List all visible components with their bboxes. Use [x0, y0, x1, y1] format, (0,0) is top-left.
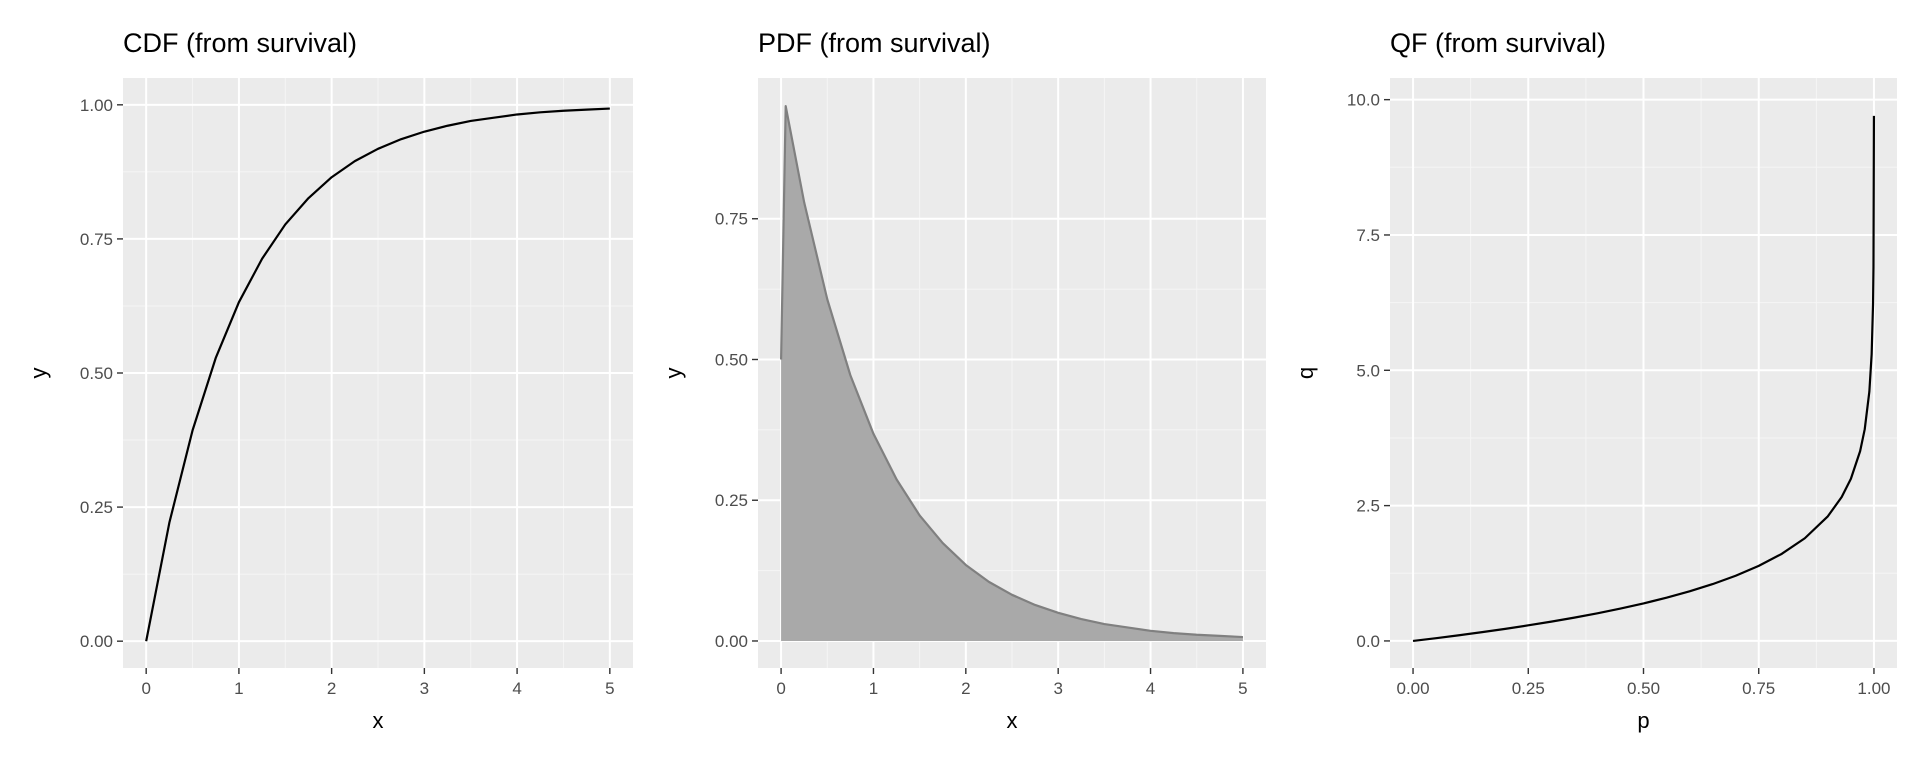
cdf-series-line [145, 107, 610, 642]
qf-y-tick-label: 7.5 [1356, 226, 1380, 245]
cdf-y-tick-label: 0.25 [80, 498, 113, 517]
pdf-x-tick-label: 1 [869, 679, 878, 698]
qf-x-axis-title: p [1637, 708, 1649, 733]
pdf-y-tick-label: 0.00 [715, 632, 748, 651]
qf-y-tick-label: 10.0 [1347, 91, 1380, 110]
qf-x-tick-label: 0.00 [1396, 679, 1429, 698]
qf-y-tick-label: 0.0 [1356, 632, 1380, 651]
pdf-x-tick-label: 5 [1238, 679, 1247, 698]
cdf-panel-title: CDF (from survival) [123, 28, 357, 58]
cdf-x-tick-label: 4 [512, 679, 521, 698]
qf-panel: 0.00 0.25 0.50 0.75 1.00 0.0 2.5 5.0 7.5 10.0 QF (… [1293, 28, 1897, 733]
qf-x-tick-label: 0.25 [1512, 679, 1545, 698]
pdf-y-tick-label: 0.50 [715, 350, 748, 369]
qf-y-axis-title: q [1293, 367, 1318, 379]
cdf-y-tick-label: 0.50 [80, 364, 113, 383]
pdf-y-axis-title: y [661, 368, 686, 379]
cdf-x-tick-label: 0 [141, 679, 150, 698]
pdf-x-tick-label: 3 [1053, 679, 1062, 698]
cdf-panel: 0 1 2 3 4 5 0.00 0.25 0.50 0.75 1.00 CDF (from surv… [26, 28, 633, 733]
qf-panel-title: QF (from survival) [1390, 28, 1606, 58]
pdf-x-axis-title: x [1007, 708, 1018, 733]
qf-y-tick-label: 5.0 [1356, 361, 1380, 380]
cdf-y-tick-label: 0.75 [80, 230, 113, 249]
qf-x-tick-label: 0.75 [1742, 679, 1775, 698]
pdf-x-tick-label: 4 [1146, 679, 1155, 698]
pdf-y-tick-label: 0.25 [715, 491, 748, 510]
qf-x-tick-label: 0.50 [1627, 679, 1660, 698]
pdf-panel-title: PDF (from survival) [758, 28, 991, 58]
pdf-x-tick-label: 2 [961, 679, 970, 698]
qf-x-tick-label: 1.00 [1857, 679, 1890, 698]
cdf-y-axis-title: y [26, 368, 51, 379]
cdf-x-axis-title: x [373, 708, 384, 733]
pdf-series-line [779, 105, 1243, 639]
cdf-x-tick-label: 1 [234, 679, 243, 698]
qf-series-line [1412, 115, 1876, 643]
pdf-panel: 0 1 2 3 4 5 0.00 0.25 0.50 0.75 PDF (from survival… [661, 28, 1266, 733]
qf-y-tick-label: 2.5 [1356, 497, 1380, 516]
cdf-x-tick-label: 2 [327, 679, 336, 698]
cdf-x-tick-label: 3 [420, 679, 429, 698]
pdf-area-fill [781, 106, 1243, 641]
pdf-x-tick-label: 0 [776, 679, 785, 698]
cdf-y-tick-label: 1.00 [80, 96, 113, 115]
cdf-y-tick-label: 0.00 [80, 632, 113, 651]
cdf-x-tick-label: 5 [605, 679, 614, 698]
pdf-y-tick-label: 0.75 [715, 210, 748, 229]
